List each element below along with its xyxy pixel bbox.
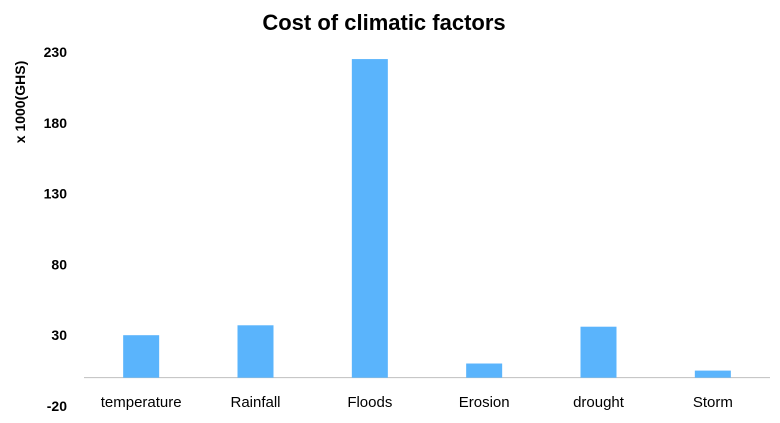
- x-tick-label: Storm: [693, 394, 733, 411]
- x-axis-ticks: temperature Rainfall Floods Erosion drought S…: [101, 394, 733, 411]
- y-tick-label: 80: [51, 256, 67, 272]
- chart-title: Cost of climatic factors: [262, 10, 505, 35]
- bar-erosion: [466, 363, 503, 378]
- x-tick-label: Erosion: [459, 394, 510, 411]
- y-tick-label: 230: [44, 44, 68, 60]
- bar-floods: [351, 59, 388, 378]
- x-tick-label: Rainfall: [230, 394, 280, 411]
- bar-storm: [694, 370, 731, 378]
- y-axis-label: x 1000(GHS): [12, 61, 28, 143]
- bar-drought: [580, 326, 617, 378]
- x-tick-label: temperature: [101, 394, 182, 411]
- bar-temperature: [123, 335, 160, 378]
- bar-rainfall: [237, 325, 274, 378]
- y-tick-label: 130: [44, 186, 68, 202]
- y-tick-label: 30: [51, 327, 67, 343]
- x-tick-label: Floods: [347, 394, 392, 411]
- y-tick-label: -20: [47, 398, 67, 414]
- bars: [123, 59, 731, 378]
- x-tick-label: drought: [573, 394, 625, 411]
- y-tick-label: 180: [44, 115, 68, 131]
- y-axis-ticks: 230 180 130 80 30 -20: [44, 44, 68, 414]
